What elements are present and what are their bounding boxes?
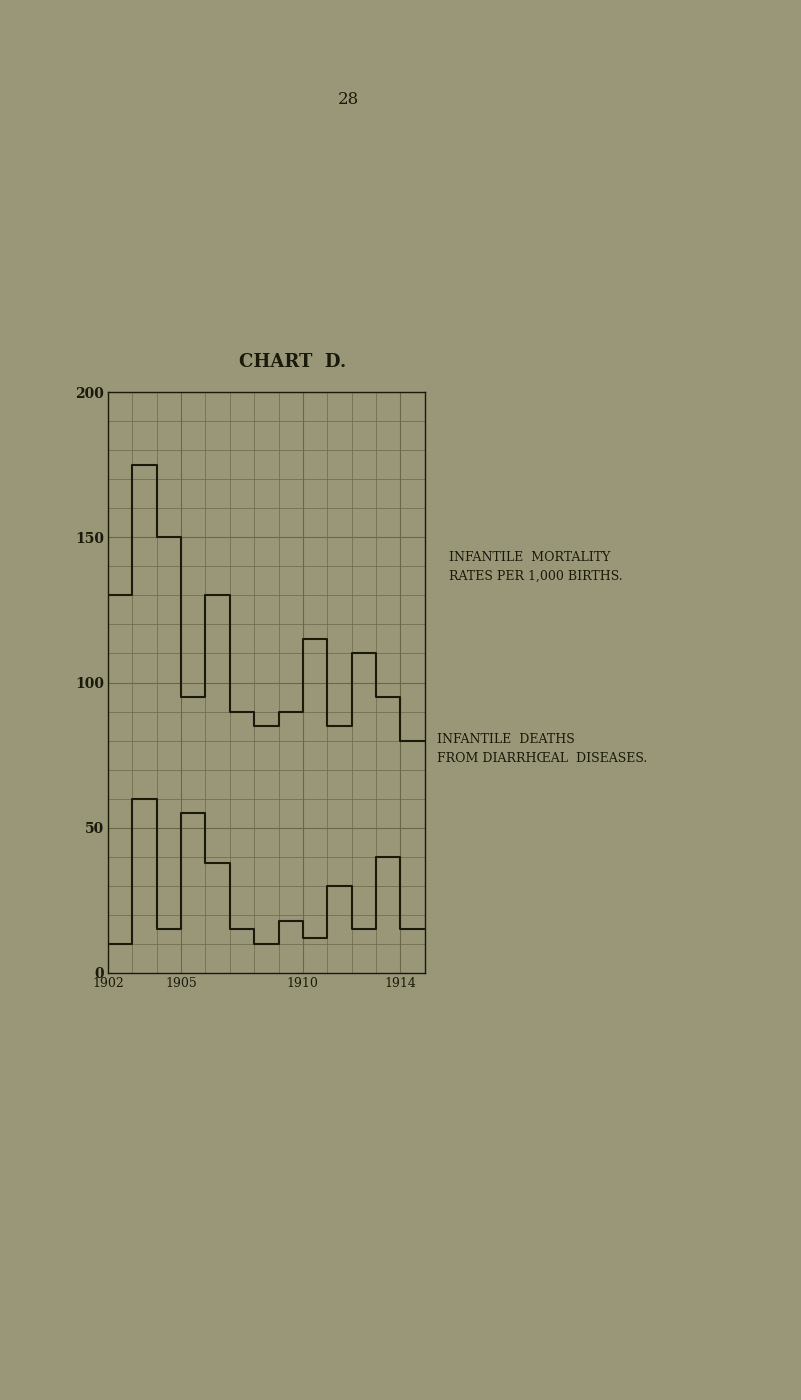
- Text: INFANTILE  DEATHS
FROM DIARRHŒAL  DISEASES.: INFANTILE DEATHS FROM DIARRHŒAL DISEASES…: [437, 734, 646, 764]
- Text: CHART  D.: CHART D.: [239, 353, 346, 371]
- Text: 28: 28: [338, 91, 359, 108]
- Text: INFANTILE  MORTALITY
RATES PER 1,000 BIRTHS.: INFANTILE MORTALITY RATES PER 1,000 BIRT…: [449, 552, 622, 582]
